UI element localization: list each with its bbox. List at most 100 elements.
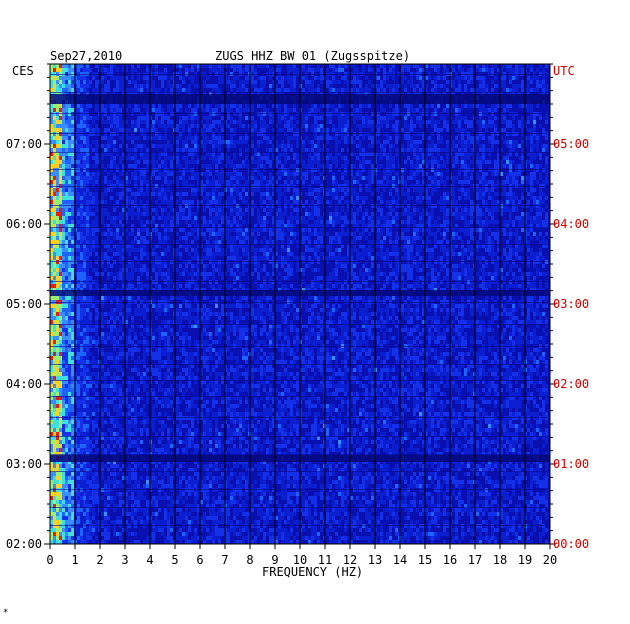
spectrogram-cell (140, 176, 143, 180)
spectrogram-cell (56, 108, 59, 112)
spectrogram-cell (464, 224, 467, 228)
spectrogram-cell (419, 80, 422, 84)
spectrogram-cell (350, 80, 353, 84)
spectrogram-cell (53, 176, 56, 180)
spectrogram-cell (530, 180, 533, 184)
spectrogram-cell (479, 104, 482, 108)
spectrogram-cell (293, 108, 296, 112)
spectrogram-cell (536, 148, 539, 152)
spectrogram-cell (116, 104, 119, 108)
spectrogram-cell (446, 152, 449, 156)
spectrogram-cell (335, 180, 338, 184)
spectrogram-cell (221, 128, 224, 132)
spectrogram-cell (125, 200, 128, 204)
spectrogram-cell (131, 64, 134, 68)
spectrogram-cell (155, 64, 158, 68)
spectrogram-cell (50, 220, 53, 224)
spectrogram-cell (347, 200, 350, 204)
spectrogram-cell (326, 192, 329, 196)
spectrogram-cell (110, 64, 113, 68)
spectrogram-cell (89, 128, 92, 132)
spectrogram-cell (455, 128, 458, 132)
spectrogram-cell (104, 240, 107, 244)
spectrogram-cell (68, 64, 71, 68)
spectrogram-cell (152, 208, 155, 212)
spectrogram-cell (83, 84, 86, 88)
spectrogram-cell (125, 68, 128, 72)
spectrogram-cell (506, 244, 509, 248)
spectrogram-cell (263, 156, 266, 160)
spectrogram-cell (515, 228, 518, 232)
spectrogram-cell (119, 136, 122, 140)
spectrogram-cell (479, 196, 482, 200)
spectrogram-cell (155, 88, 158, 92)
spectrogram-cell (314, 88, 317, 92)
spectrogram-cell (428, 240, 431, 244)
spectrogram-cell (185, 220, 188, 224)
spectrogram-cell (326, 200, 329, 204)
spectrogram-cell (188, 224, 191, 228)
spectrogram-cell (95, 244, 98, 248)
spectrogram-cell (62, 156, 65, 160)
spectrogram-cell (470, 216, 473, 220)
spectrogram-cell (146, 164, 149, 168)
spectrogram-cell (161, 172, 164, 176)
spectrogram-cell (251, 160, 254, 164)
spectrogram-cell (233, 244, 236, 248)
spectrogram-cell (530, 76, 533, 80)
spectrogram-cell (347, 84, 350, 88)
spectrogram-cell (203, 220, 206, 224)
spectrogram-cell (59, 216, 62, 220)
spectrogram-cell (290, 64, 293, 68)
spectrogram-cell (407, 140, 410, 144)
spectrogram-cell (125, 176, 128, 180)
spectrogram-cell (251, 104, 254, 108)
spectrogram-cell (92, 212, 95, 216)
spectrogram-cell (116, 124, 119, 128)
spectrogram-cell (77, 84, 80, 88)
spectrogram-cell (389, 212, 392, 216)
spectrogram-cell (155, 136, 158, 140)
spectrogram-cell (356, 144, 359, 148)
spectrogram-cell (107, 120, 110, 124)
spectrogram-cell (77, 236, 80, 240)
spectrogram-cell (296, 188, 299, 192)
spectrogram-cell (512, 76, 515, 80)
spectrogram-cell (392, 108, 395, 112)
spectrogram-cell (182, 244, 185, 248)
spectrogram-cell (494, 164, 497, 168)
spectrogram-cell (158, 196, 161, 200)
spectrogram-cell (416, 116, 419, 120)
spectrogram-cell (188, 148, 191, 152)
spectrogram-cell (467, 156, 470, 160)
spectrogram-cell (77, 108, 80, 112)
spectrogram-cell (170, 156, 173, 160)
spectrogram-cell (152, 136, 155, 140)
spectrogram-cell (257, 180, 260, 184)
spectrogram-cell (68, 172, 71, 176)
spectrogram-cell (185, 140, 188, 144)
spectrogram-cell (290, 76, 293, 80)
spectrogram-cell (254, 80, 257, 84)
spectrogram-cell (476, 76, 479, 80)
spectrogram-cell (155, 116, 158, 120)
spectrogram-cell (293, 80, 296, 84)
spectrogram-cell (158, 216, 161, 220)
spectrogram-cell (380, 200, 383, 204)
spectrogram-cell (137, 120, 140, 124)
spectrogram-cell (254, 240, 257, 244)
spectrogram-cell (425, 88, 428, 92)
spectrogram-cell (143, 192, 146, 196)
spectrogram-cell (530, 208, 533, 212)
spectrogram-cell (179, 148, 182, 152)
spectrogram-cell (110, 232, 113, 236)
spectrogram-cell (515, 84, 518, 88)
spectrogram-cell (476, 140, 479, 144)
spectrogram-cell (407, 144, 410, 148)
spectrogram-cell (458, 152, 461, 156)
spectrogram-cell (332, 68, 335, 72)
spectrogram-cell (536, 196, 539, 200)
spectrogram-cell (356, 124, 359, 128)
spectrogram-cell (464, 176, 467, 180)
spectrogram-cell (326, 244, 329, 248)
